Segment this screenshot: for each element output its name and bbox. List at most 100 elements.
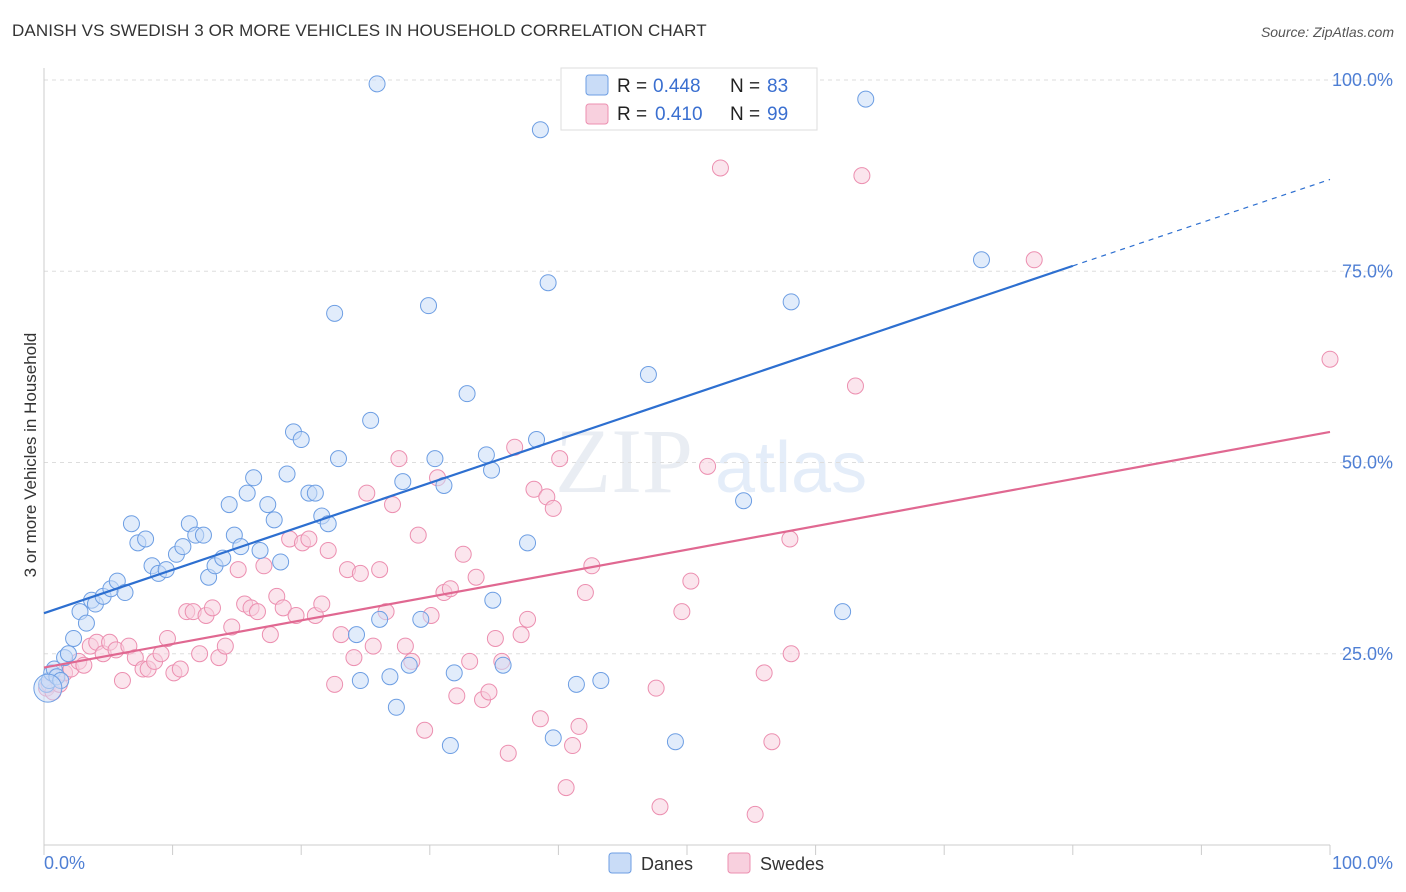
danes-trend-extension — [1072, 178, 1331, 267]
danes-point — [567, 675, 585, 693]
trend-lines — [43, 178, 1331, 669]
danes-point — [735, 492, 753, 510]
swedes-point — [853, 167, 871, 185]
swedes-point — [746, 805, 764, 823]
danes-point — [531, 121, 549, 139]
danes-point — [362, 411, 380, 429]
swedes-point — [525, 480, 543, 498]
danes-point — [371, 610, 389, 628]
swedes-point — [113, 672, 131, 690]
danes-point — [351, 672, 369, 690]
legend-n-value-swedes: 99 — [767, 104, 788, 125]
legend-r-value-danes: 0.448 — [653, 76, 701, 97]
danes-point — [194, 526, 212, 544]
bottom-legend: Danes Swedes — [608, 852, 824, 874]
legend-n-label-danes: N = — [730, 76, 760, 97]
tick-labels: 25.0% 50.0% 75.0% 100.0% 0.0% 100.0% — [44, 70, 1393, 873]
swedes-point — [345, 649, 363, 667]
legend-r-value-swedes: 0.410 — [655, 104, 703, 125]
swedes-point — [223, 618, 241, 636]
danes-point — [65, 629, 83, 647]
danes-point — [458, 385, 476, 403]
legend: R = 0.448 N = 83 R = 0.410 N = 99 — [560, 67, 818, 131]
swedes-point — [711, 159, 729, 177]
x-tick-label: 100.0% — [1332, 853, 1393, 873]
source-label: Source: ZipAtlas.com — [1260, 24, 1394, 40]
swedes-point — [846, 377, 864, 395]
swedes-point — [248, 603, 266, 621]
legend-r-label-danes: R = — [617, 76, 647, 97]
swedes-points — [38, 159, 1339, 823]
swedes-trend-line — [43, 430, 1331, 669]
danes-point — [592, 672, 610, 690]
swedes-point — [544, 499, 562, 517]
swedes-point — [576, 584, 594, 602]
danes-point — [251, 541, 269, 559]
danes-point — [265, 511, 283, 529]
danes-point — [494, 656, 512, 674]
danes-point — [426, 450, 444, 468]
swedes-point — [171, 660, 189, 678]
danes-point — [278, 465, 296, 483]
danes-point — [441, 737, 459, 755]
swedes-point — [781, 530, 799, 548]
danes-point — [272, 553, 290, 571]
danes-point — [122, 515, 140, 533]
y-tick-label: 50.0% — [1342, 453, 1393, 473]
danes-point — [347, 626, 365, 644]
danes-point — [544, 729, 562, 747]
swedes-point — [551, 450, 569, 468]
danes-point — [259, 496, 277, 514]
danes-point — [381, 668, 399, 686]
y-axis-label: 3 or more Vehicles in Household — [21, 333, 40, 578]
legend-swatch-danes — [585, 74, 609, 96]
swedes-point — [313, 595, 331, 613]
axes — [43, 68, 1331, 855]
danes-point — [972, 251, 990, 269]
danes-point — [639, 366, 657, 384]
danes-point — [420, 297, 438, 315]
swedes-point — [763, 733, 781, 751]
swedes-point — [512, 626, 530, 644]
legend-r-label-swedes: R = — [617, 104, 647, 125]
swedes-point — [755, 664, 773, 682]
bottom-legend-swedes: Swedes — [760, 854, 824, 874]
y-tick-label: 100.0% — [1332, 70, 1393, 90]
danes-point — [77, 614, 95, 632]
swedes-point — [261, 626, 279, 644]
swedes-point — [782, 645, 800, 663]
swedes-point — [191, 645, 209, 663]
swedes-point — [319, 541, 337, 559]
swedes-point — [673, 603, 691, 621]
y-tick-label: 25.0% — [1342, 644, 1393, 664]
danes-point — [539, 274, 557, 292]
danes-point — [368, 75, 386, 93]
y-tick-label: 75.0% — [1342, 261, 1393, 281]
swedes-point — [461, 652, 479, 670]
swedes-point — [499, 744, 517, 762]
danes-point — [174, 538, 192, 556]
swedes-point — [570, 717, 588, 735]
swedes-point — [351, 564, 369, 582]
danes-point — [306, 484, 324, 502]
x-tick-label: 0.0% — [44, 853, 85, 873]
swedes-point — [300, 530, 318, 548]
watermark-zip: ZIP — [555, 410, 693, 512]
swedes-point — [467, 568, 485, 586]
danes-point — [116, 584, 134, 602]
legend-n-value-danes: 83 — [767, 76, 788, 97]
danes-points — [33, 75, 990, 755]
swedes-point — [396, 637, 414, 655]
watermark: ZIP atlas — [555, 410, 867, 512]
danes-point — [484, 591, 502, 609]
swedes-point — [332, 626, 350, 644]
danes-point — [387, 698, 405, 716]
danes-trend-line — [43, 264, 1074, 615]
swedes-point — [699, 457, 717, 475]
danes-point — [519, 534, 537, 552]
swedes-point — [486, 629, 504, 647]
bottom-legend-danes: Danes — [641, 854, 693, 874]
swedes-point — [409, 526, 427, 544]
danes-point — [412, 610, 430, 628]
